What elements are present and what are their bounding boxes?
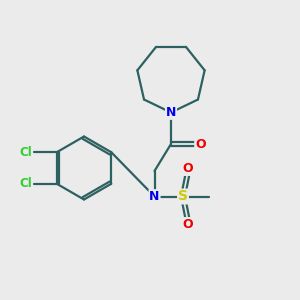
Text: S: S xyxy=(178,190,188,203)
Text: O: O xyxy=(183,218,194,231)
Text: Cl: Cl xyxy=(20,146,32,159)
Text: Cl: Cl xyxy=(20,177,32,190)
Text: O: O xyxy=(183,162,194,175)
Text: N: N xyxy=(149,190,160,203)
Text: N: N xyxy=(166,106,176,119)
Text: O: O xyxy=(195,137,206,151)
